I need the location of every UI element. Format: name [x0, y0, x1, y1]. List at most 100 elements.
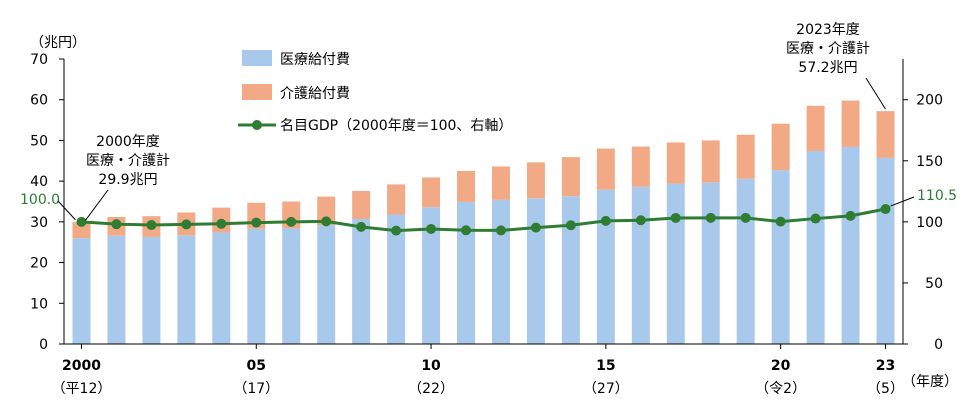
annotations-layer: 2000年度医療・介護計29.9兆円2023年度医療・介護計57.2兆円100.… — [20, 22, 957, 221]
annotation-2023-line2: 医療・介護計 — [786, 40, 870, 57]
y-left-tick-label: 60 — [30, 93, 48, 109]
gdp-point-2019 — [740, 212, 751, 223]
x-tick-label: 20 — [771, 358, 791, 374]
bar-care-2007 — [317, 196, 336, 226]
gdp-point-2023 — [880, 204, 891, 215]
bar-medical-2002 — [142, 236, 161, 344]
bar-care-2019 — [736, 134, 755, 179]
gdp-point-2015 — [600, 215, 611, 226]
bar-medical-2010 — [422, 207, 441, 344]
x-axis-label: （年度） — [902, 374, 958, 390]
x-tick-sublabel: （令2） — [755, 381, 806, 397]
x-tick-label: 2000 — [62, 358, 101, 374]
y-left-tick-label: 50 — [30, 133, 48, 149]
bar-medical-2017 — [666, 183, 685, 344]
legend-label-care: 介護給付費 — [280, 86, 350, 102]
bar-care-2012 — [491, 166, 510, 200]
gdp-line-layer — [76, 204, 891, 236]
gdp-point-2017 — [670, 212, 681, 223]
bar-medical-2009 — [387, 214, 406, 344]
bar-medical-2013 — [526, 198, 545, 344]
x-tick-sublabel: （平12） — [52, 381, 112, 397]
bar-care-2016 — [631, 146, 650, 187]
bar-medical-2006 — [282, 228, 301, 344]
gdp-point-2020 — [775, 216, 786, 227]
y-right-tick-label: 200 — [916, 93, 943, 109]
bar-care-2014 — [561, 157, 580, 197]
legend-label-medical: 医療給付費 — [280, 51, 350, 68]
annotation-2000-title: 2000年度 — [96, 134, 160, 150]
legend-swatch-gdp-marker — [252, 120, 262, 130]
bar-medical-2016 — [631, 186, 650, 344]
y-left-tick-label: 10 — [30, 296, 48, 312]
gdp-first-value-label: 100.0 — [20, 192, 60, 208]
gdp-point-2016 — [635, 215, 646, 226]
y-right-tick-label: 50 — [925, 276, 943, 292]
gdp-point-2022 — [845, 210, 856, 221]
bar-medical-2015 — [596, 189, 615, 344]
gdp-point-2009 — [391, 225, 402, 236]
legend-swatch-care — [242, 84, 272, 100]
gdp-last-leader — [890, 196, 915, 207]
gdp-point-2007 — [321, 216, 332, 227]
gdp-point-2008 — [356, 221, 367, 232]
y-left-tick-label: 0 — [39, 337, 48, 353]
gdp-point-2001 — [111, 219, 122, 230]
gdp-point-2005 — [251, 217, 262, 228]
y-left-tick-label: 40 — [30, 174, 48, 190]
x-tick-sublabel: （22） — [408, 381, 454, 397]
axes-layer: 010203040506070050100150200（兆円）2000（平12）… — [30, 35, 958, 397]
x-tick-label: 10 — [421, 358, 441, 374]
gdp-point-2012 — [495, 225, 506, 236]
bar-medical-2014 — [561, 196, 580, 344]
legend-label-gdp: 名目GDP（2000年度＝100、右軸） — [280, 118, 512, 134]
gdp-point-2004 — [216, 218, 227, 229]
gdp-point-2013 — [530, 222, 541, 233]
x-tick-label: 15 — [596, 358, 615, 374]
bar-care-2015 — [596, 148, 615, 190]
annotation-2023-title: 2023年度 — [796, 22, 860, 38]
gdp-point-2014 — [565, 220, 576, 231]
y-left-tick-label: 20 — [30, 256, 48, 272]
bar-medical-2003 — [177, 235, 196, 344]
bar-medical-2000 — [72, 238, 91, 344]
bar-care-2022 — [841, 100, 860, 147]
gdp-point-2006 — [286, 216, 297, 227]
annotation-2000-value: 29.9兆円 — [98, 172, 157, 188]
y-left-tick-label: 70 — [30, 52, 48, 68]
legend-swatch-medical — [242, 50, 272, 66]
annotation-2023-value: 57.2兆円 — [798, 60, 857, 76]
annotation-2023-leader — [865, 77, 886, 110]
bars-layer — [72, 100, 895, 344]
gdp-point-2010 — [426, 223, 437, 234]
bar-medical-2020 — [771, 170, 790, 344]
x-tick-sublabel: （27） — [583, 381, 629, 397]
gdp-point-2003 — [181, 219, 192, 230]
gdp-first-leader — [57, 200, 76, 221]
y-right-tick-label: 100 — [916, 215, 943, 231]
y-right-tick-label: 150 — [916, 154, 943, 170]
bar-care-2023 — [876, 111, 895, 158]
bar-care-2018 — [701, 140, 720, 183]
y-right-tick-label: 0 — [934, 337, 943, 353]
bar-medical-2004 — [212, 232, 231, 344]
bar-medical-2021 — [806, 151, 825, 344]
gdp-point-2021 — [810, 213, 821, 224]
gdp-point-2018 — [705, 212, 716, 223]
bar-medical-2005 — [247, 228, 266, 344]
bar-medical-2008 — [352, 219, 371, 344]
y-left-tick-label: 30 — [30, 215, 48, 231]
gdp-point-2000 — [76, 216, 87, 227]
bar-medical-2011 — [457, 201, 476, 344]
bar-care-2009 — [387, 184, 406, 215]
x-tick-sublabel: （17） — [233, 381, 279, 397]
y-left-axis-label: （兆円） — [30, 35, 86, 51]
bar-medical-2023 — [876, 157, 895, 344]
gdp-point-2002 — [146, 220, 157, 231]
bar-care-2017 — [666, 142, 685, 184]
bar-medical-2019 — [736, 178, 755, 344]
x-tick-label: 05 — [247, 358, 266, 374]
gdp-last-value-label: 110.5 — [917, 188, 957, 204]
annotation-2000-line2: 医療・介護計 — [86, 152, 170, 169]
